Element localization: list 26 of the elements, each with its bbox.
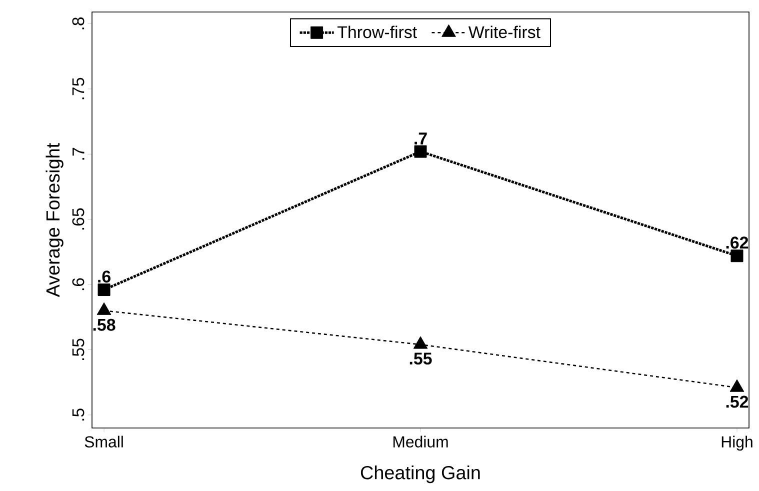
y-tick-label: .8 xyxy=(72,17,84,30)
y-tick-label: .5 xyxy=(72,408,84,420)
data-label: .55 xyxy=(410,352,432,365)
legend-label: Throw-first xyxy=(337,26,417,38)
y-tick-label: .55 xyxy=(72,338,84,360)
y-tick-label: .6 xyxy=(72,278,84,290)
y-axis-title: Average Foresight xyxy=(46,143,64,298)
y-tick-label: .75 xyxy=(72,78,84,100)
x-tick-label: Medium xyxy=(393,436,448,448)
point xyxy=(730,379,744,392)
point xyxy=(98,284,110,296)
y-tick-label: .65 xyxy=(72,208,84,230)
data-label: .7 xyxy=(414,132,427,144)
point xyxy=(730,250,744,262)
legend-label: Write-first xyxy=(468,26,540,38)
point xyxy=(413,336,428,349)
x-axis-title: Cheating Gain xyxy=(360,465,480,484)
x-tick-label: Small xyxy=(84,436,123,448)
data-label: .58 xyxy=(93,318,116,331)
point xyxy=(96,302,112,315)
data-label: .62 xyxy=(726,236,748,249)
y-tick-label: .7 xyxy=(72,148,84,160)
data-label: .52 xyxy=(726,396,748,408)
x-tick-label: High xyxy=(722,436,752,451)
data-label: .6 xyxy=(98,270,110,283)
point xyxy=(414,145,427,158)
